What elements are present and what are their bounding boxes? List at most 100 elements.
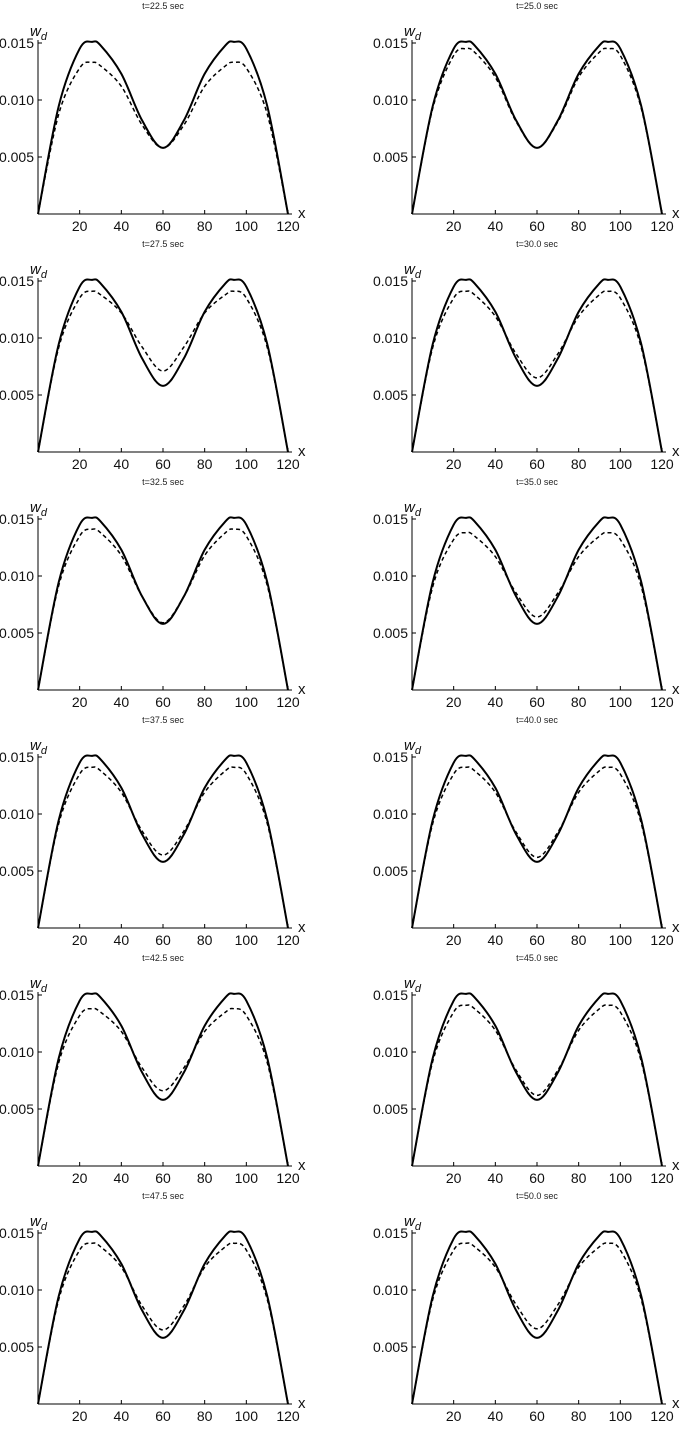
x-tick-label: 60	[529, 1408, 545, 1424]
x-axis-label: x	[298, 1395, 306, 1412]
x-tick-label: 120	[276, 1170, 300, 1186]
chart-panel-9: t=42.5 sec wd x 20 40 60 80 100 120 0.005 0.010 0.0…	[0, 953, 306, 1186]
y-axis-label: wd	[404, 737, 422, 757]
x-tick-label: 120	[650, 932, 674, 948]
x-tick-label: 40	[114, 1170, 130, 1186]
y-axis-label: wd	[404, 23, 422, 43]
x-tick-label: 20	[446, 694, 462, 710]
x-tick-label: 100	[235, 218, 259, 234]
x-tick-label: 80	[571, 1170, 587, 1186]
chart-panel-10: t=45.0 sec wd x 20 40 60 80 100 120 0.005 0.010 0.0…	[373, 953, 680, 1186]
x-tick-label: 80	[571, 456, 587, 472]
chart-panel-5: t=32.5 sec wd x 20 40 60 80 100 120 0.005 0.010 0.0…	[0, 477, 306, 710]
y-axis-label-sub: d	[415, 1221, 422, 1233]
x-tick-label: 20	[72, 1170, 88, 1186]
y-axis-label-sub: d	[41, 269, 48, 281]
chart-title: t=32.5 sec	[142, 477, 184, 487]
series-dashed-line	[411, 1242, 663, 1405]
x-axis-label: x	[672, 1395, 680, 1412]
x-tick-label: 20	[446, 218, 462, 234]
y-axis-label: wd	[30, 737, 48, 757]
x-tick-label: 120	[650, 694, 674, 710]
chart-panel-4: t=30.0 sec wd x 20 40 60 80 100 120 0.005 0.010 0.0…	[373, 239, 680, 472]
x-tick-label: 60	[529, 1170, 545, 1186]
x-tick-label: 40	[488, 456, 504, 472]
y-tick-label: 0.015	[0, 749, 34, 765]
x-tick-label: 100	[235, 694, 259, 710]
y-axis-label-main: w	[404, 975, 416, 992]
series-solid-line	[411, 40, 663, 215]
y-axis-label-main: w	[30, 23, 42, 40]
x-tick-label: 120	[650, 456, 674, 472]
x-tick-label: 80	[197, 456, 213, 472]
series-solid-line	[37, 516, 289, 691]
y-axis-label-sub: d	[415, 983, 422, 995]
x-tick-label: 20	[446, 932, 462, 948]
y-axis-label-main: w	[404, 1213, 416, 1230]
x-tick-label: 20	[72, 1408, 88, 1424]
y-tick-label: 0.010	[0, 92, 34, 108]
y-tick-label: 0.015	[373, 35, 408, 51]
x-axis-label: x	[298, 1157, 306, 1174]
y-axis-label-sub: d	[415, 745, 422, 757]
y-tick-label: 0.015	[0, 35, 34, 51]
x-tick-label: 120	[276, 694, 300, 710]
y-axis-label-sub: d	[41, 983, 48, 995]
x-tick-label: 120	[276, 1408, 300, 1424]
y-axis-label-sub: d	[415, 31, 422, 43]
chart-title: t=35.0 sec	[516, 477, 558, 487]
x-axis-label: x	[672, 443, 680, 460]
y-tick-label: 0.015	[373, 511, 408, 527]
x-axis-label: x	[298, 681, 306, 698]
y-tick-label: 0.010	[0, 568, 34, 584]
x-tick-label: 100	[609, 1408, 633, 1424]
x-tick-label: 40	[488, 1408, 504, 1424]
x-tick-label: 20	[72, 456, 88, 472]
x-tick-label: 60	[155, 932, 171, 948]
series-dashed-line	[411, 1004, 663, 1167]
x-axis-label: x	[672, 919, 680, 936]
x-axis-label: x	[672, 1157, 680, 1174]
y-tick-label: 0.005	[373, 863, 408, 879]
y-tick-label: 0.010	[0, 806, 34, 822]
y-axis-label-main: w	[404, 499, 416, 516]
x-axis-label: x	[298, 919, 306, 936]
x-tick-label: 20	[446, 456, 462, 472]
y-tick-label: 0.005	[0, 149, 34, 165]
chart-panel-1: t=22.5 sec wd x 20 40 60 80 100 120 0.005 0.010 0.0…	[0, 1, 306, 234]
chart-title: t=45.0 sec	[516, 953, 558, 963]
y-tick-label: 0.015	[0, 1225, 34, 1241]
x-tick-label: 80	[571, 1408, 587, 1424]
x-tick-label: 40	[114, 694, 130, 710]
x-tick-label: 60	[529, 218, 545, 234]
y-axis-label-main: w	[30, 737, 42, 754]
x-tick-label: 100	[609, 932, 633, 948]
series-solid-line	[411, 992, 663, 1167]
chart-title: t=40.0 sec	[516, 715, 558, 725]
chart-title: t=27.5 sec	[142, 239, 184, 249]
y-tick-label: 0.015	[373, 273, 408, 289]
x-axis-label: x	[298, 443, 306, 460]
y-tick-label: 0.015	[373, 1225, 408, 1241]
x-tick-label: 80	[571, 218, 587, 234]
x-tick-label: 40	[114, 1408, 130, 1424]
y-axis-label-sub: d	[41, 507, 48, 519]
chart-panel-12: t=50.0 sec wd x 20 40 60 80 100 120 0.005 0.010 0.0…	[373, 1191, 680, 1424]
y-tick-label: 0.005	[0, 387, 34, 403]
series-solid-line	[411, 516, 663, 691]
x-tick-label: 100	[609, 694, 633, 710]
y-axis-label: wd	[404, 499, 422, 519]
y-axis-label: wd	[30, 499, 48, 519]
series-dashed-line	[37, 528, 289, 691]
x-tick-label: 20	[72, 218, 88, 234]
y-tick-label: 0.010	[373, 1044, 408, 1060]
series-dashed-line	[37, 766, 289, 929]
x-tick-label: 20	[446, 1170, 462, 1186]
x-tick-label: 80	[197, 218, 213, 234]
x-tick-label: 100	[609, 218, 633, 234]
y-tick-label: 0.005	[0, 1339, 34, 1355]
x-tick-label: 80	[571, 932, 587, 948]
chart-title: t=22.5 sec	[142, 1, 184, 11]
y-axis-label-main: w	[30, 261, 42, 278]
chart-title: t=47.5 sec	[142, 1191, 184, 1201]
